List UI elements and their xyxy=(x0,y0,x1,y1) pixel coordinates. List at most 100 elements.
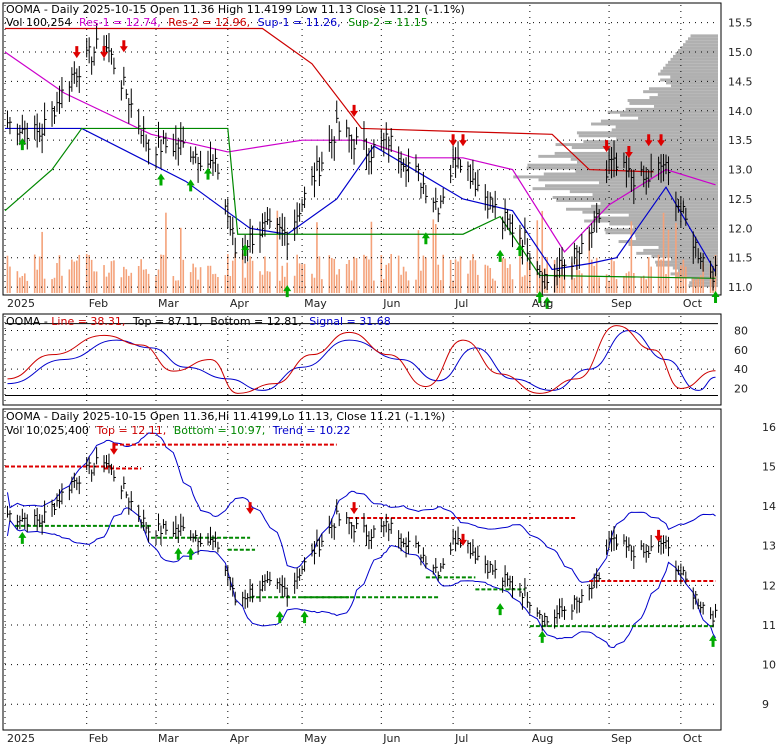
profile-bar xyxy=(688,37,718,41)
volume-bar xyxy=(511,279,514,293)
profile-bar xyxy=(670,257,718,261)
oscillator-y-axis: 20 40 60 80 xyxy=(734,325,748,396)
volume-bar xyxy=(365,256,368,293)
volume-bar xyxy=(58,255,61,293)
up-arrow xyxy=(18,531,27,544)
volume-bar xyxy=(662,212,665,293)
down-arrow xyxy=(624,146,633,159)
volume-bar xyxy=(231,260,234,293)
volume-bar xyxy=(660,259,662,293)
profile-bar xyxy=(643,90,718,94)
volume-bar xyxy=(56,263,58,293)
volume-bar xyxy=(439,280,442,293)
profile-bar xyxy=(628,243,718,246)
volume-bar xyxy=(249,256,251,293)
volume-bar xyxy=(630,221,633,293)
up-arrow xyxy=(496,603,505,616)
down-arrow xyxy=(602,140,611,153)
profile-bar xyxy=(569,190,718,194)
volume-bar xyxy=(110,261,113,293)
res1-label: Res-1 = 12.74, xyxy=(79,16,161,29)
up-arrow xyxy=(241,243,250,256)
volume-bar xyxy=(321,279,323,293)
volume-bar xyxy=(189,272,192,293)
bollinger-tick-label: 16 xyxy=(762,421,776,434)
volume-bar xyxy=(301,264,303,293)
volume-bar xyxy=(224,275,227,293)
volume-bar xyxy=(442,254,444,293)
volume-bar xyxy=(595,257,598,293)
volume-bar xyxy=(692,277,695,293)
line-label: Line = 38.31, xyxy=(51,315,125,328)
down-arrow xyxy=(350,104,359,117)
lower-band xyxy=(6,507,716,648)
up-arrow xyxy=(204,167,213,180)
volume-bar xyxy=(385,264,388,293)
profile-bar xyxy=(670,57,718,61)
volume-bar xyxy=(449,259,452,293)
up-arrow xyxy=(186,547,195,560)
profile-bar xyxy=(538,178,718,182)
volume-bar xyxy=(682,259,685,293)
oscillator-tick-label: 40 xyxy=(734,363,748,376)
month-label: Oct xyxy=(683,297,703,310)
profile-bar xyxy=(672,266,718,270)
volume-bar xyxy=(21,275,24,293)
volume-bar xyxy=(425,257,427,293)
down-arrow xyxy=(119,40,128,53)
volume-bar xyxy=(103,265,105,293)
profile-bar xyxy=(638,116,718,120)
volume-bar xyxy=(88,254,90,293)
profile-bar xyxy=(670,84,718,88)
profile-bar xyxy=(673,54,718,58)
volume-bar xyxy=(165,212,167,293)
down-arrow xyxy=(350,502,359,515)
volume-bar xyxy=(694,279,697,293)
volume-bar xyxy=(108,272,110,293)
down-arrow xyxy=(246,502,255,515)
volume-bar xyxy=(298,263,301,293)
res1-line xyxy=(4,51,716,253)
bollinger-price-bars xyxy=(6,447,718,631)
up-arrow xyxy=(18,138,27,151)
month-label: Aug xyxy=(532,732,553,745)
volume-bar xyxy=(573,277,576,293)
volume-bar xyxy=(182,259,185,293)
profile-bar xyxy=(615,125,718,129)
profile-bar xyxy=(566,207,718,211)
volume-bar xyxy=(593,265,596,293)
volume-bar xyxy=(563,274,566,293)
volume-bar xyxy=(162,254,165,293)
volume-bar xyxy=(123,266,125,293)
volume-bar xyxy=(142,269,145,293)
volume-bar xyxy=(194,267,197,293)
volume-bar xyxy=(209,265,212,293)
volume-bar xyxy=(137,265,140,293)
volume-bar xyxy=(311,273,313,293)
up-arrow xyxy=(300,611,309,624)
volume-bar xyxy=(61,275,63,293)
volume-bar xyxy=(581,273,583,293)
volume-bar xyxy=(561,261,563,293)
sup2-line xyxy=(4,127,716,279)
profile-bar xyxy=(670,75,718,79)
volume-bar xyxy=(345,263,348,293)
volume-bar xyxy=(538,278,541,293)
month-label: May xyxy=(304,732,327,745)
volume-bar xyxy=(333,258,336,293)
down-arrow xyxy=(449,134,458,147)
volume-bar xyxy=(155,276,157,293)
profile-bar xyxy=(526,166,718,170)
month-label: Sep xyxy=(611,297,632,310)
up-arrow xyxy=(538,630,547,643)
volume-bar xyxy=(350,280,353,293)
volume-bar xyxy=(541,210,544,293)
volume-bar xyxy=(241,253,244,293)
profile-bar xyxy=(608,149,718,152)
volume-bar xyxy=(558,273,561,293)
month-label: 2025 xyxy=(7,732,35,745)
volume-bar xyxy=(293,275,296,293)
volume-bar xyxy=(677,271,680,293)
volume-bar xyxy=(90,259,93,293)
volume-bar xyxy=(125,269,128,293)
